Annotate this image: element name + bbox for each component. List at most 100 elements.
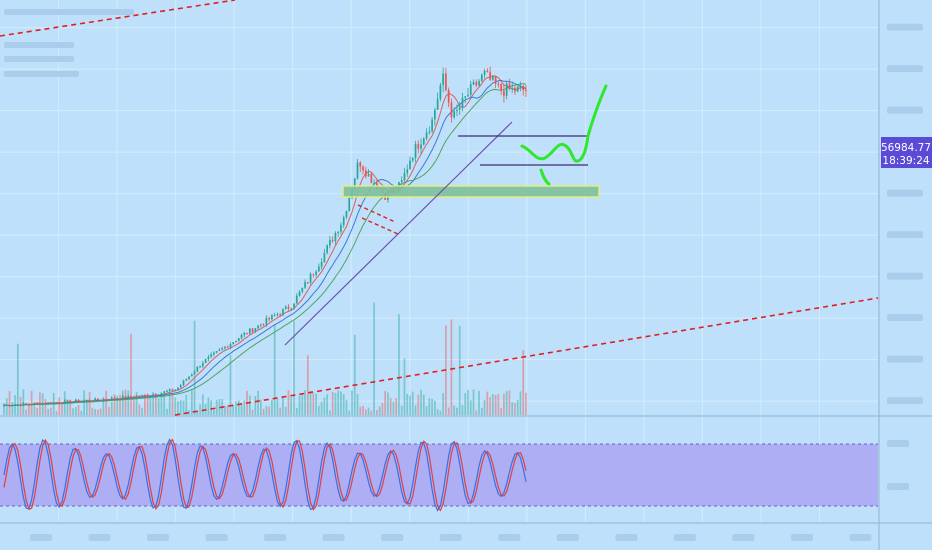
candle-body bbox=[406, 169, 409, 174]
candle-body bbox=[318, 266, 320, 272]
candle-body bbox=[450, 102, 453, 118]
volume-bar bbox=[364, 409, 367, 415]
volume-bar bbox=[331, 391, 334, 415]
volume-bar bbox=[166, 408, 168, 415]
candle-body bbox=[276, 314, 279, 316]
volume-bar bbox=[271, 399, 273, 415]
candle-body bbox=[155, 394, 157, 396]
candle-body bbox=[19, 404, 22, 406]
volume-bar bbox=[376, 409, 378, 415]
volume-bar bbox=[298, 395, 301, 415]
stoch-tick-0 bbox=[887, 440, 909, 447]
candle-body bbox=[334, 233, 337, 242]
volume-bar bbox=[276, 399, 279, 415]
volume-bar bbox=[138, 404, 141, 415]
volume-bar bbox=[254, 396, 257, 415]
volume-bar bbox=[160, 392, 163, 415]
volume-bar bbox=[519, 391, 522, 415]
candle-body bbox=[287, 306, 290, 309]
volume-bar bbox=[113, 394, 116, 415]
volume-bar bbox=[461, 404, 464, 415]
volume-bar bbox=[8, 391, 11, 415]
volume-bar bbox=[196, 410, 199, 415]
candle-body bbox=[108, 399, 110, 401]
candle-body bbox=[171, 389, 174, 391]
volume-bar bbox=[417, 394, 420, 415]
volume-bar bbox=[226, 405, 229, 415]
volume-bar bbox=[522, 350, 525, 415]
candle-body bbox=[86, 399, 88, 401]
volume-bar bbox=[323, 397, 326, 415]
volume-bar bbox=[268, 406, 270, 415]
time-tick-8 bbox=[498, 534, 521, 541]
candle-body bbox=[28, 403, 30, 405]
drawings bbox=[0, 0, 879, 416]
volume-bar bbox=[345, 399, 348, 415]
candle-body bbox=[340, 224, 342, 232]
volume-bar bbox=[80, 410, 83, 415]
volume-bar bbox=[190, 389, 193, 415]
candle-body bbox=[132, 396, 135, 398]
volume-bar bbox=[185, 394, 188, 415]
candle-body bbox=[160, 392, 163, 395]
candle-body bbox=[282, 308, 284, 315]
candle-body bbox=[290, 308, 293, 310]
volume-bar bbox=[411, 391, 414, 415]
volume-bar bbox=[453, 405, 456, 415]
volume-bar bbox=[304, 390, 306, 415]
volume-bar bbox=[265, 406, 268, 415]
volume-bar bbox=[439, 410, 442, 415]
volume-bar bbox=[284, 406, 287, 415]
candle-body bbox=[456, 109, 458, 112]
time-tick-2 bbox=[147, 534, 170, 541]
candle-body bbox=[273, 315, 276, 317]
volume-bar bbox=[503, 393, 505, 415]
time-tick-14 bbox=[849, 534, 872, 541]
candle-body bbox=[469, 84, 472, 95]
volume-bar bbox=[458, 325, 461, 415]
lower-dashed-trendline bbox=[174, 297, 879, 416]
candle-body bbox=[489, 71, 491, 80]
candle-body bbox=[144, 394, 146, 396]
candle-body bbox=[353, 178, 356, 190]
candle-body bbox=[30, 404, 33, 406]
candle-body bbox=[508, 83, 511, 90]
candle-body bbox=[157, 394, 160, 396]
volume-bar bbox=[425, 406, 428, 415]
candle-body bbox=[91, 400, 94, 402]
candle-body bbox=[74, 399, 77, 402]
candle-body bbox=[215, 351, 218, 353]
candle-body bbox=[163, 391, 166, 393]
volume-bar bbox=[229, 355, 232, 415]
price-tick-3 bbox=[887, 272, 923, 280]
candle-body bbox=[345, 211, 348, 218]
candle-body bbox=[293, 303, 295, 309]
volume-bar bbox=[58, 397, 61, 415]
candle-body bbox=[229, 344, 232, 348]
candle-body bbox=[135, 395, 138, 398]
volume-bar bbox=[340, 391, 342, 415]
volume-bar bbox=[116, 395, 119, 415]
volume-bar bbox=[434, 400, 436, 415]
candle-body bbox=[298, 291, 301, 296]
volume-bar bbox=[157, 398, 160, 415]
candle-body bbox=[168, 389, 171, 391]
candle-body bbox=[257, 325, 259, 329]
candle-body bbox=[492, 76, 494, 80]
price-tick-2 bbox=[887, 314, 923, 322]
volume-bar bbox=[511, 402, 514, 415]
candle-body bbox=[116, 398, 119, 400]
volume-bar bbox=[348, 410, 351, 415]
candle-body bbox=[511, 87, 514, 90]
volume-bar bbox=[315, 393, 317, 415]
candle-body bbox=[213, 352, 215, 355]
candle-body bbox=[514, 87, 516, 92]
volume-bar bbox=[74, 407, 77, 415]
volume-bar bbox=[99, 408, 102, 415]
candle-body bbox=[63, 400, 66, 404]
candle-body bbox=[422, 138, 425, 145]
candle-body bbox=[420, 144, 422, 149]
volume-bar bbox=[428, 398, 431, 415]
price-tick-8 bbox=[887, 65, 923, 73]
